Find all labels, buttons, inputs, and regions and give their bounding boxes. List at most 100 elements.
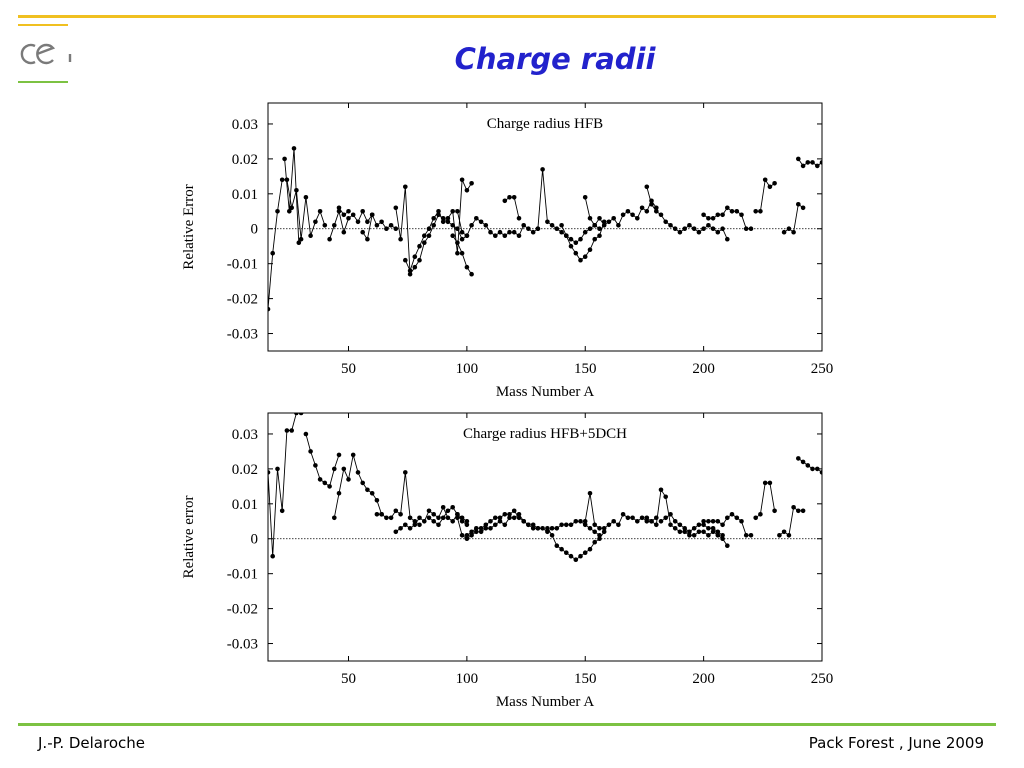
data-point bbox=[322, 480, 328, 486]
data-point bbox=[493, 515, 498, 521]
data-point bbox=[445, 515, 451, 521]
data-point bbox=[511, 195, 517, 200]
data-point bbox=[582, 550, 588, 555]
data-point bbox=[350, 452, 356, 458]
data-point bbox=[710, 226, 716, 231]
data-point bbox=[725, 515, 730, 521]
data-point bbox=[412, 522, 418, 528]
data-point bbox=[549, 526, 555, 531]
data-point bbox=[502, 512, 508, 517]
data-point bbox=[422, 240, 427, 245]
data-point bbox=[564, 522, 569, 528]
y-tick-label: -0.02 bbox=[227, 602, 258, 618]
footer-author: J.-P. Delaroche bbox=[38, 734, 145, 752]
series-line-2 bbox=[305, 433, 340, 488]
y-axis-label: Relative Error bbox=[181, 184, 197, 269]
data-point bbox=[597, 536, 602, 541]
data-point bbox=[800, 508, 806, 514]
data-point bbox=[341, 212, 347, 218]
data-point bbox=[573, 557, 579, 562]
data-point bbox=[663, 219, 668, 225]
data-point bbox=[459, 515, 465, 521]
data-point bbox=[663, 494, 668, 500]
data-point bbox=[459, 177, 465, 183]
data-point bbox=[677, 229, 683, 235]
data-point bbox=[360, 480, 365, 486]
data-point bbox=[639, 515, 645, 521]
data-point bbox=[649, 519, 654, 524]
data-point bbox=[403, 470, 408, 475]
data-point bbox=[796, 508, 801, 514]
x-axis-label: Mass Number A bbox=[496, 694, 594, 710]
data-point bbox=[313, 219, 318, 225]
data-point bbox=[431, 519, 437, 524]
data-point bbox=[786, 533, 792, 538]
data-point bbox=[464, 533, 470, 538]
data-point bbox=[587, 226, 593, 231]
data-point bbox=[445, 216, 451, 221]
data-point bbox=[701, 519, 706, 524]
data-point bbox=[303, 195, 309, 200]
chart-title: Charge radius HFB bbox=[487, 116, 603, 132]
data-point bbox=[459, 533, 465, 538]
y-tick-label: 0.01 bbox=[232, 497, 258, 513]
data-point bbox=[587, 526, 593, 531]
data-point bbox=[630, 212, 635, 218]
data-point bbox=[535, 526, 541, 531]
data-point bbox=[407, 271, 413, 277]
y-tick-label: 0.03 bbox=[232, 117, 258, 133]
data-point bbox=[455, 209, 460, 214]
data-point bbox=[725, 543, 730, 548]
data-point bbox=[601, 526, 607, 531]
data-point bbox=[758, 512, 763, 517]
data-point bbox=[597, 526, 602, 531]
data-point bbox=[502, 522, 508, 528]
data-point bbox=[725, 236, 730, 242]
series-line-6 bbox=[395, 186, 468, 276]
data-point bbox=[530, 526, 536, 531]
series-line-3 bbox=[329, 209, 373, 240]
data-point bbox=[407, 526, 413, 531]
y-tick-label: -0.03 bbox=[227, 327, 258, 343]
data-point bbox=[282, 156, 287, 162]
x-tick-label: 200 bbox=[692, 671, 715, 687]
data-point bbox=[559, 223, 564, 228]
data-point bbox=[815, 466, 820, 472]
data-point bbox=[308, 449, 313, 454]
x-tick-label: 150 bbox=[574, 671, 597, 687]
data-point bbox=[296, 240, 302, 245]
data-point bbox=[417, 243, 422, 249]
data-point bbox=[578, 553, 583, 559]
data-point bbox=[445, 219, 451, 225]
data-point bbox=[625, 209, 631, 214]
data-point bbox=[720, 522, 725, 528]
data-point bbox=[706, 223, 711, 228]
data-point bbox=[464, 233, 470, 238]
data-point bbox=[677, 522, 683, 528]
data-point bbox=[559, 546, 564, 552]
data-point bbox=[417, 515, 422, 521]
data-point bbox=[687, 529, 692, 535]
data-point bbox=[582, 254, 588, 259]
data-point bbox=[701, 529, 706, 535]
data-point bbox=[440, 219, 446, 225]
data-point bbox=[350, 212, 356, 218]
data-point bbox=[469, 529, 474, 535]
data-point bbox=[616, 223, 621, 228]
data-point bbox=[469, 533, 474, 538]
data-point bbox=[483, 522, 489, 528]
data-point bbox=[327, 236, 332, 242]
data-point bbox=[592, 223, 597, 228]
data-point bbox=[530, 229, 536, 235]
data-point bbox=[431, 223, 437, 228]
data-point bbox=[767, 480, 773, 486]
data-point bbox=[677, 529, 683, 535]
data-point bbox=[403, 257, 408, 263]
series-line-17 bbox=[755, 178, 775, 212]
data-point bbox=[762, 480, 768, 486]
data-point bbox=[478, 526, 484, 531]
data-point bbox=[516, 233, 522, 238]
data-point bbox=[672, 526, 678, 531]
data-point bbox=[289, 205, 294, 211]
y-tick-label: -0.01 bbox=[227, 257, 258, 273]
